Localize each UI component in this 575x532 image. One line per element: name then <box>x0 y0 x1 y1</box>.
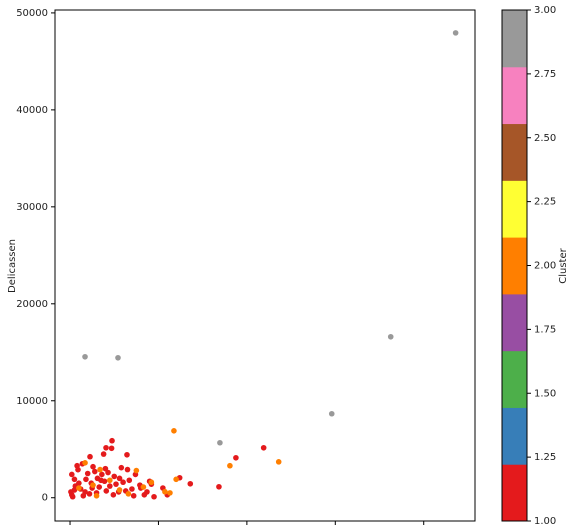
plot-frame <box>54 9 476 522</box>
point <box>93 492 100 499</box>
point <box>100 451 107 457</box>
point <box>233 454 239 461</box>
point <box>120 479 126 486</box>
colorbar-tick-label: 2.25 <box>534 197 556 208</box>
point <box>452 30 459 36</box>
point <box>187 480 194 487</box>
point <box>227 462 233 469</box>
point <box>82 353 88 360</box>
point <box>115 354 121 361</box>
point <box>130 492 137 499</box>
point <box>275 459 282 465</box>
point <box>116 475 123 482</box>
y-axis-label: Delicassen <box>7 239 18 293</box>
y-tick-label: 30000 <box>16 202 48 213</box>
colorbar-segment <box>502 464 527 522</box>
colorbar-segment <box>502 407 527 465</box>
point <box>97 466 103 473</box>
point <box>90 463 96 470</box>
point <box>71 476 78 483</box>
colorbar-segment <box>502 10 527 68</box>
colorbar-label: Cluster <box>558 247 569 283</box>
colorbar-segment <box>502 293 527 352</box>
colorbar-tick-label: 3.00 <box>534 5 556 16</box>
point <box>126 477 133 484</box>
colorbar-tick-label: 1.25 <box>534 452 556 463</box>
point <box>101 478 108 485</box>
point <box>99 471 105 478</box>
point <box>110 492 117 498</box>
colorbar-tick-label: 2.75 <box>534 69 556 80</box>
point <box>69 471 75 478</box>
y-tick-label: 50000 <box>16 8 48 19</box>
point <box>68 489 74 495</box>
point <box>125 491 132 497</box>
point <box>105 469 111 476</box>
point <box>82 489 88 495</box>
point <box>103 444 109 451</box>
colorbar-tick-label: 1.00 <box>534 516 556 527</box>
point <box>75 466 81 473</box>
point <box>162 488 168 495</box>
point <box>86 491 93 497</box>
point <box>124 451 130 458</box>
point <box>387 333 394 340</box>
point <box>113 481 119 487</box>
y-tick-label: 10000 <box>16 396 48 407</box>
point <box>217 439 223 446</box>
colorbar-tick-label: 2.50 <box>534 133 556 144</box>
point <box>108 445 115 452</box>
point <box>216 483 222 490</box>
point <box>103 488 110 494</box>
y-tick-label: 20000 <box>16 299 48 310</box>
colorbar-tick-label: 2.00 <box>534 261 556 272</box>
point <box>148 479 155 486</box>
point <box>91 468 98 475</box>
point <box>107 477 113 484</box>
point <box>94 475 101 482</box>
colorbar-segment <box>502 237 527 295</box>
point <box>90 482 96 488</box>
point <box>173 476 179 483</box>
y-tick-label: 40000 <box>16 105 48 116</box>
point <box>171 428 177 434</box>
point <box>84 470 91 477</box>
point <box>260 444 267 451</box>
colorbar-segment <box>502 66 527 125</box>
point <box>118 464 125 471</box>
point <box>116 487 123 493</box>
point <box>69 493 76 500</box>
point <box>144 489 150 495</box>
colorbar-segment <box>502 123 527 181</box>
point <box>76 485 82 491</box>
point <box>109 437 115 444</box>
point <box>82 460 88 466</box>
point <box>111 473 118 480</box>
point <box>124 466 131 473</box>
point <box>151 493 157 500</box>
point <box>328 410 335 417</box>
colorbar-segment <box>502 350 527 408</box>
point <box>129 486 135 492</box>
point <box>140 484 147 490</box>
colorbar-tick-label: 1.75 <box>534 324 556 335</box>
point <box>107 483 113 489</box>
colorbar-tick-label: 1.50 <box>534 388 556 399</box>
point <box>133 467 140 474</box>
y-tick-label: 0 <box>42 493 48 504</box>
point <box>167 490 173 496</box>
point <box>87 453 93 460</box>
colorbar-segment <box>502 180 527 238</box>
point <box>83 476 89 483</box>
point <box>96 484 103 490</box>
